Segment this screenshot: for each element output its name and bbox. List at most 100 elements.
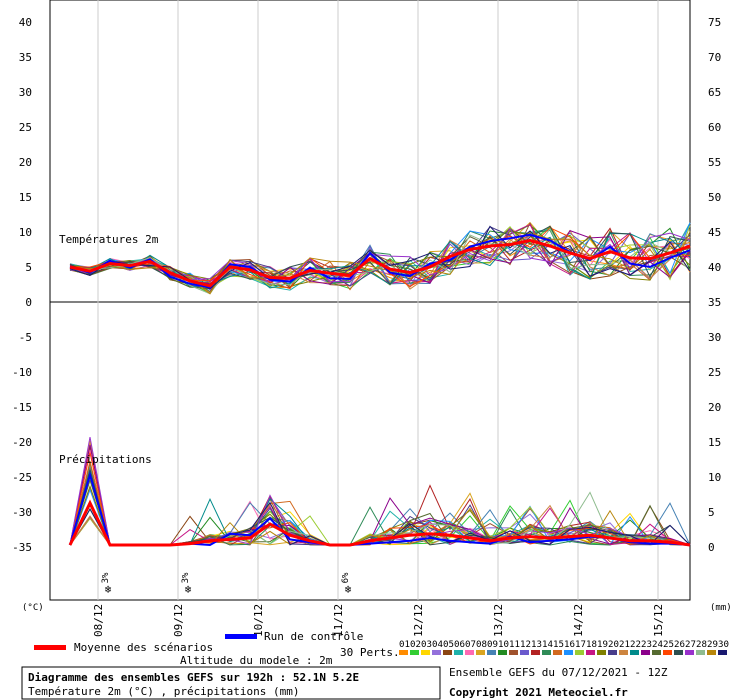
perturbation-swatch xyxy=(564,650,573,655)
ensemble-info: Ensemble GEFS du 07/12/2021 - 12Z xyxy=(449,666,668,679)
x-tick-date: 08/12 xyxy=(92,604,105,637)
perturbation-swatch xyxy=(509,650,518,655)
snowflake-icon: ❄ xyxy=(185,583,192,596)
x-tick-date: 14/12 xyxy=(572,604,585,637)
y-tick-temp-right: 55 xyxy=(708,156,721,169)
precipitation-panel-title: Précipitations xyxy=(59,453,152,466)
temp-perturbation-line xyxy=(69,231,691,295)
snowflake-icon: ❄ xyxy=(345,583,352,596)
y-tick-precip-right: 0 xyxy=(708,541,715,554)
info-title: Diagramme des ensembles GEFS sur 192h : … xyxy=(28,671,359,684)
perturbation-swatch xyxy=(597,650,606,655)
x-tick-date: 10/12 xyxy=(252,604,265,637)
y-tick-precip-left: -35 xyxy=(12,541,32,554)
temp-mean-line xyxy=(69,238,691,288)
y-tick-temp-left: 35 xyxy=(19,51,32,64)
y-tick-temp-left: 20 xyxy=(19,156,32,169)
perturbations-label: 30 Perts. xyxy=(340,646,400,659)
perturbation-swatch xyxy=(685,650,694,655)
perturbation-swatch xyxy=(630,650,639,655)
y-tick-temp-right: 35 xyxy=(708,296,721,309)
perturbation-swatch xyxy=(718,650,727,655)
temperature-panel-title: Températures 2m xyxy=(59,233,159,246)
y-tick-temp-left: 15 xyxy=(19,191,32,204)
unit-right-label: (mm) xyxy=(710,603,732,613)
x-tick-date: 09/12 xyxy=(172,604,185,637)
perturbation-swatch xyxy=(707,650,716,655)
grid xyxy=(97,0,659,600)
precip-mean-line xyxy=(68,499,691,547)
perturbation-swatch xyxy=(663,650,672,655)
snowflake-icon: ❄ xyxy=(105,583,112,596)
perturbation-swatch xyxy=(421,650,430,655)
y-tick-temp-right: 50 xyxy=(708,191,721,204)
y-tick-precip-right: 5 xyxy=(708,506,715,519)
temp-perturbation-line xyxy=(69,225,691,290)
perturbation-swatch xyxy=(432,650,441,655)
perturbation-swatch xyxy=(476,650,485,655)
y-tick-temp-right: 75 xyxy=(708,16,721,29)
snow-chance-label: 3% xyxy=(181,572,191,583)
axis-ticks: 08/12 09/12 10/12 11/12 12/12 13/12 14/12 15/12… xyxy=(12,16,721,637)
legend-control-swatch xyxy=(225,634,257,639)
altitude-label: Altitude du modele : 2m xyxy=(180,654,333,667)
y-tick-temp-left: 10 xyxy=(19,226,32,239)
x-tick-date: 12/12 xyxy=(412,604,425,637)
y-tick-temp-left: 0 xyxy=(25,296,32,309)
perturbation-swatch xyxy=(454,650,463,655)
y-tick-precip-left: -5 xyxy=(19,331,32,344)
y-tick-precip-right: 10 xyxy=(708,471,721,484)
perturbation-swatch xyxy=(641,650,650,655)
legend-control-label: Run de contrôle xyxy=(264,630,363,643)
perturbation-numbers: 0102030405060708091011121314151617181920… xyxy=(399,640,729,650)
y-tick-precip-left: -15 xyxy=(12,401,32,414)
perturbation-swatch xyxy=(465,650,474,655)
precipitation-panel-frame xyxy=(49,301,691,601)
y-tick-precip-left: -30 xyxy=(12,506,32,519)
perturbation-swatch xyxy=(674,650,683,655)
y-tick-temp-right: 70 xyxy=(708,51,721,64)
perturbation-swatch xyxy=(619,650,628,655)
y-tick-precip-left: -20 xyxy=(12,436,32,449)
perturbation-swatch xyxy=(399,650,408,655)
snow-chance-label: 3% xyxy=(101,572,111,583)
y-tick-precip-left: -25 xyxy=(12,471,32,484)
main-series: 3%❄3%❄6%❄ xyxy=(68,233,691,596)
y-tick-temp-right: 40 xyxy=(708,261,721,274)
perturbation-swatch xyxy=(696,650,705,655)
perturbation-swatch xyxy=(487,650,496,655)
snow-chance-label: 6% xyxy=(341,572,351,583)
y-tick-precip-right: 30 xyxy=(708,331,721,344)
y-tick-precip-right: 15 xyxy=(708,436,721,449)
perturbation-swatch xyxy=(652,650,661,655)
info-subtitle: Température 2m (°C) , précipitations (mm… xyxy=(28,685,300,698)
y-tick-temp-left: 5 xyxy=(25,261,32,274)
perturbation-swatch xyxy=(498,650,507,655)
x-tick-date: 13/12 xyxy=(492,604,505,637)
perturbation-swatch xyxy=(553,650,562,655)
perturbation-swatch xyxy=(443,650,452,655)
y-tick-temp-right: 65 xyxy=(708,86,721,99)
legend-mean-label: Moyenne des scénarios xyxy=(74,641,213,654)
y-tick-temp-left: 30 xyxy=(19,86,32,99)
temp-perturbation-line xyxy=(69,232,691,289)
info-box xyxy=(21,666,441,700)
y-tick-temp-right: 45 xyxy=(708,226,721,239)
perturbation-swatch xyxy=(520,650,529,655)
x-tick-date: 15/12 xyxy=(652,604,665,637)
perturbation-swatch xyxy=(608,650,617,655)
perturbation-color-swatches xyxy=(399,650,727,655)
y-tick-temp-right: 60 xyxy=(708,121,721,134)
x-tick-date: 11/12 xyxy=(332,604,345,637)
perturbation-swatch xyxy=(542,650,551,655)
perturbation-swatch xyxy=(575,650,584,655)
perturbation-swatch xyxy=(586,650,595,655)
y-tick-temp-left: 25 xyxy=(19,121,32,134)
y-tick-temp-left: 40 xyxy=(19,16,32,29)
y-tick-precip-left: -10 xyxy=(12,366,32,379)
y-tick-precip-right: 25 xyxy=(708,366,721,379)
y-tick-precip-right: 20 xyxy=(708,401,721,414)
perturbation-swatch xyxy=(410,650,419,655)
copyright: Copyright 2021 Meteociel.fr xyxy=(449,686,628,699)
